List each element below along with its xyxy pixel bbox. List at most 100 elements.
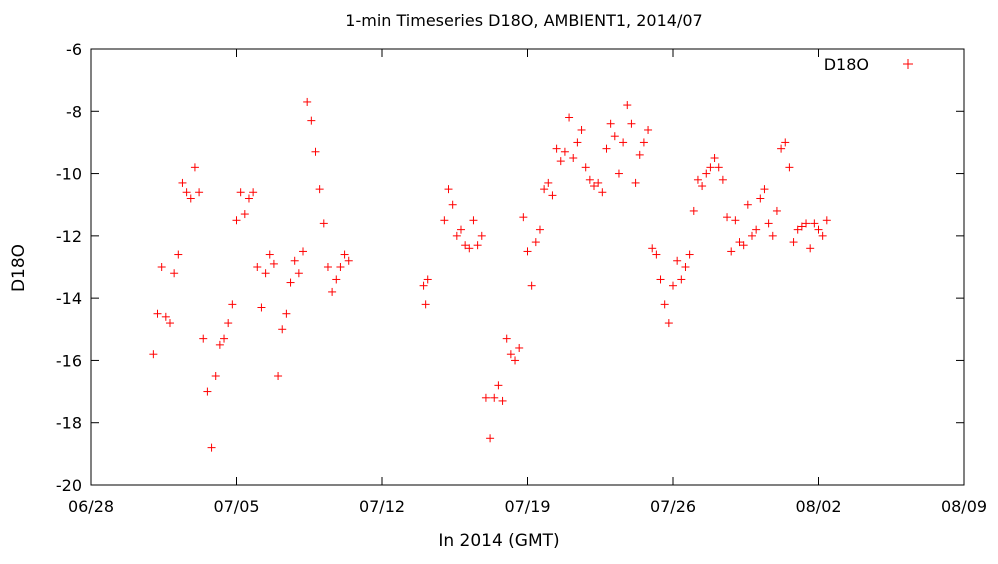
data-point [735, 238, 744, 247]
data-point [336, 263, 345, 271]
tick-group: 06/28 07/05 07/12 07/19 07/26 08/02 08/09 -6 -8 -… [56, 40, 987, 516]
data-point [743, 200, 752, 209]
legend-label: D18O [824, 55, 869, 74]
y-tick-label: -14 [56, 289, 82, 308]
data-point [502, 334, 511, 343]
data-point [623, 101, 632, 110]
data-point [519, 213, 528, 222]
data-points [149, 97, 831, 452]
data-point [602, 144, 611, 153]
data-point [236, 188, 245, 197]
data-point [814, 225, 823, 234]
x-axis-label: In 2014 (GMT) [438, 531, 559, 551]
data-point [727, 247, 736, 256]
data-point [569, 154, 578, 162]
data-point [698, 182, 707, 191]
data-point [677, 275, 686, 284]
y-tick-label: -6 [66, 40, 82, 59]
y-axis-label: D18O [9, 244, 29, 292]
data-point [473, 241, 482, 250]
data-point [531, 238, 540, 247]
data-point [644, 125, 653, 134]
data-point [477, 231, 486, 240]
data-point [282, 309, 291, 318]
y-tick-label: -20 [56, 476, 82, 495]
chart-title: 1-min Timeseries D18O, AMBIENT1, 2014/07 [345, 11, 702, 30]
data-point [232, 216, 241, 225]
data-point [249, 188, 258, 197]
data-point [465, 244, 474, 253]
data-point [585, 175, 594, 184]
data-point [802, 219, 811, 228]
data-point [161, 312, 170, 321]
data-point [319, 219, 328, 228]
data-point [456, 225, 465, 234]
data-point [648, 244, 657, 253]
data-point [515, 343, 524, 352]
data-point [619, 138, 628, 147]
data-point [777, 144, 786, 153]
data-point [299, 247, 308, 256]
data-point [760, 185, 769, 194]
data-point [220, 334, 229, 343]
data-point [423, 275, 432, 284]
data-point [693, 175, 702, 184]
plot-frame [90, 48, 965, 486]
data-point [344, 256, 353, 265]
data-point [590, 182, 599, 191]
data-point [706, 163, 715, 172]
data-point [718, 175, 727, 184]
data-point [594, 178, 603, 187]
data-point [631, 178, 640, 187]
x-tick-label: 06/28 [68, 497, 114, 516]
data-point [527, 281, 536, 290]
data-point [290, 256, 299, 265]
data-point [207, 443, 216, 452]
data-point [552, 144, 561, 153]
data-point [660, 300, 669, 309]
data-point [656, 275, 665, 284]
data-point [323, 263, 332, 271]
data-point [535, 225, 544, 234]
data-point [764, 219, 773, 228]
data-point [627, 119, 636, 128]
y-tick-label: -12 [56, 227, 82, 246]
legend: D18O [824, 55, 913, 74]
data-point [822, 216, 831, 225]
x-tick-label: 08/09 [941, 497, 987, 516]
data-point [149, 350, 158, 359]
data-point [328, 287, 337, 296]
data-point [244, 194, 253, 203]
data-point [157, 263, 166, 271]
data-point [714, 163, 723, 172]
data-point [731, 216, 740, 225]
data-point [444, 185, 453, 194]
data-point [253, 263, 262, 271]
data-point [681, 263, 690, 271]
data-point [685, 250, 694, 259]
data-point [702, 169, 711, 178]
data-point [789, 238, 798, 247]
y-tick-label: -18 [56, 414, 82, 433]
data-point [215, 340, 224, 349]
data-point [752, 225, 761, 234]
data-point [498, 396, 507, 405]
data-point [199, 334, 208, 343]
data-point [810, 219, 819, 228]
data-point [190, 163, 199, 172]
data-point [793, 225, 802, 234]
data-point [174, 250, 183, 259]
data-point [224, 319, 233, 328]
data-point [315, 185, 324, 194]
data-point [265, 250, 274, 259]
data-point [294, 269, 303, 278]
data-point [461, 241, 470, 250]
data-point [506, 350, 515, 359]
data-point [511, 356, 520, 365]
data-point [440, 216, 449, 225]
data-point [577, 125, 586, 134]
data-point [486, 434, 495, 443]
data-point [669, 281, 677, 290]
